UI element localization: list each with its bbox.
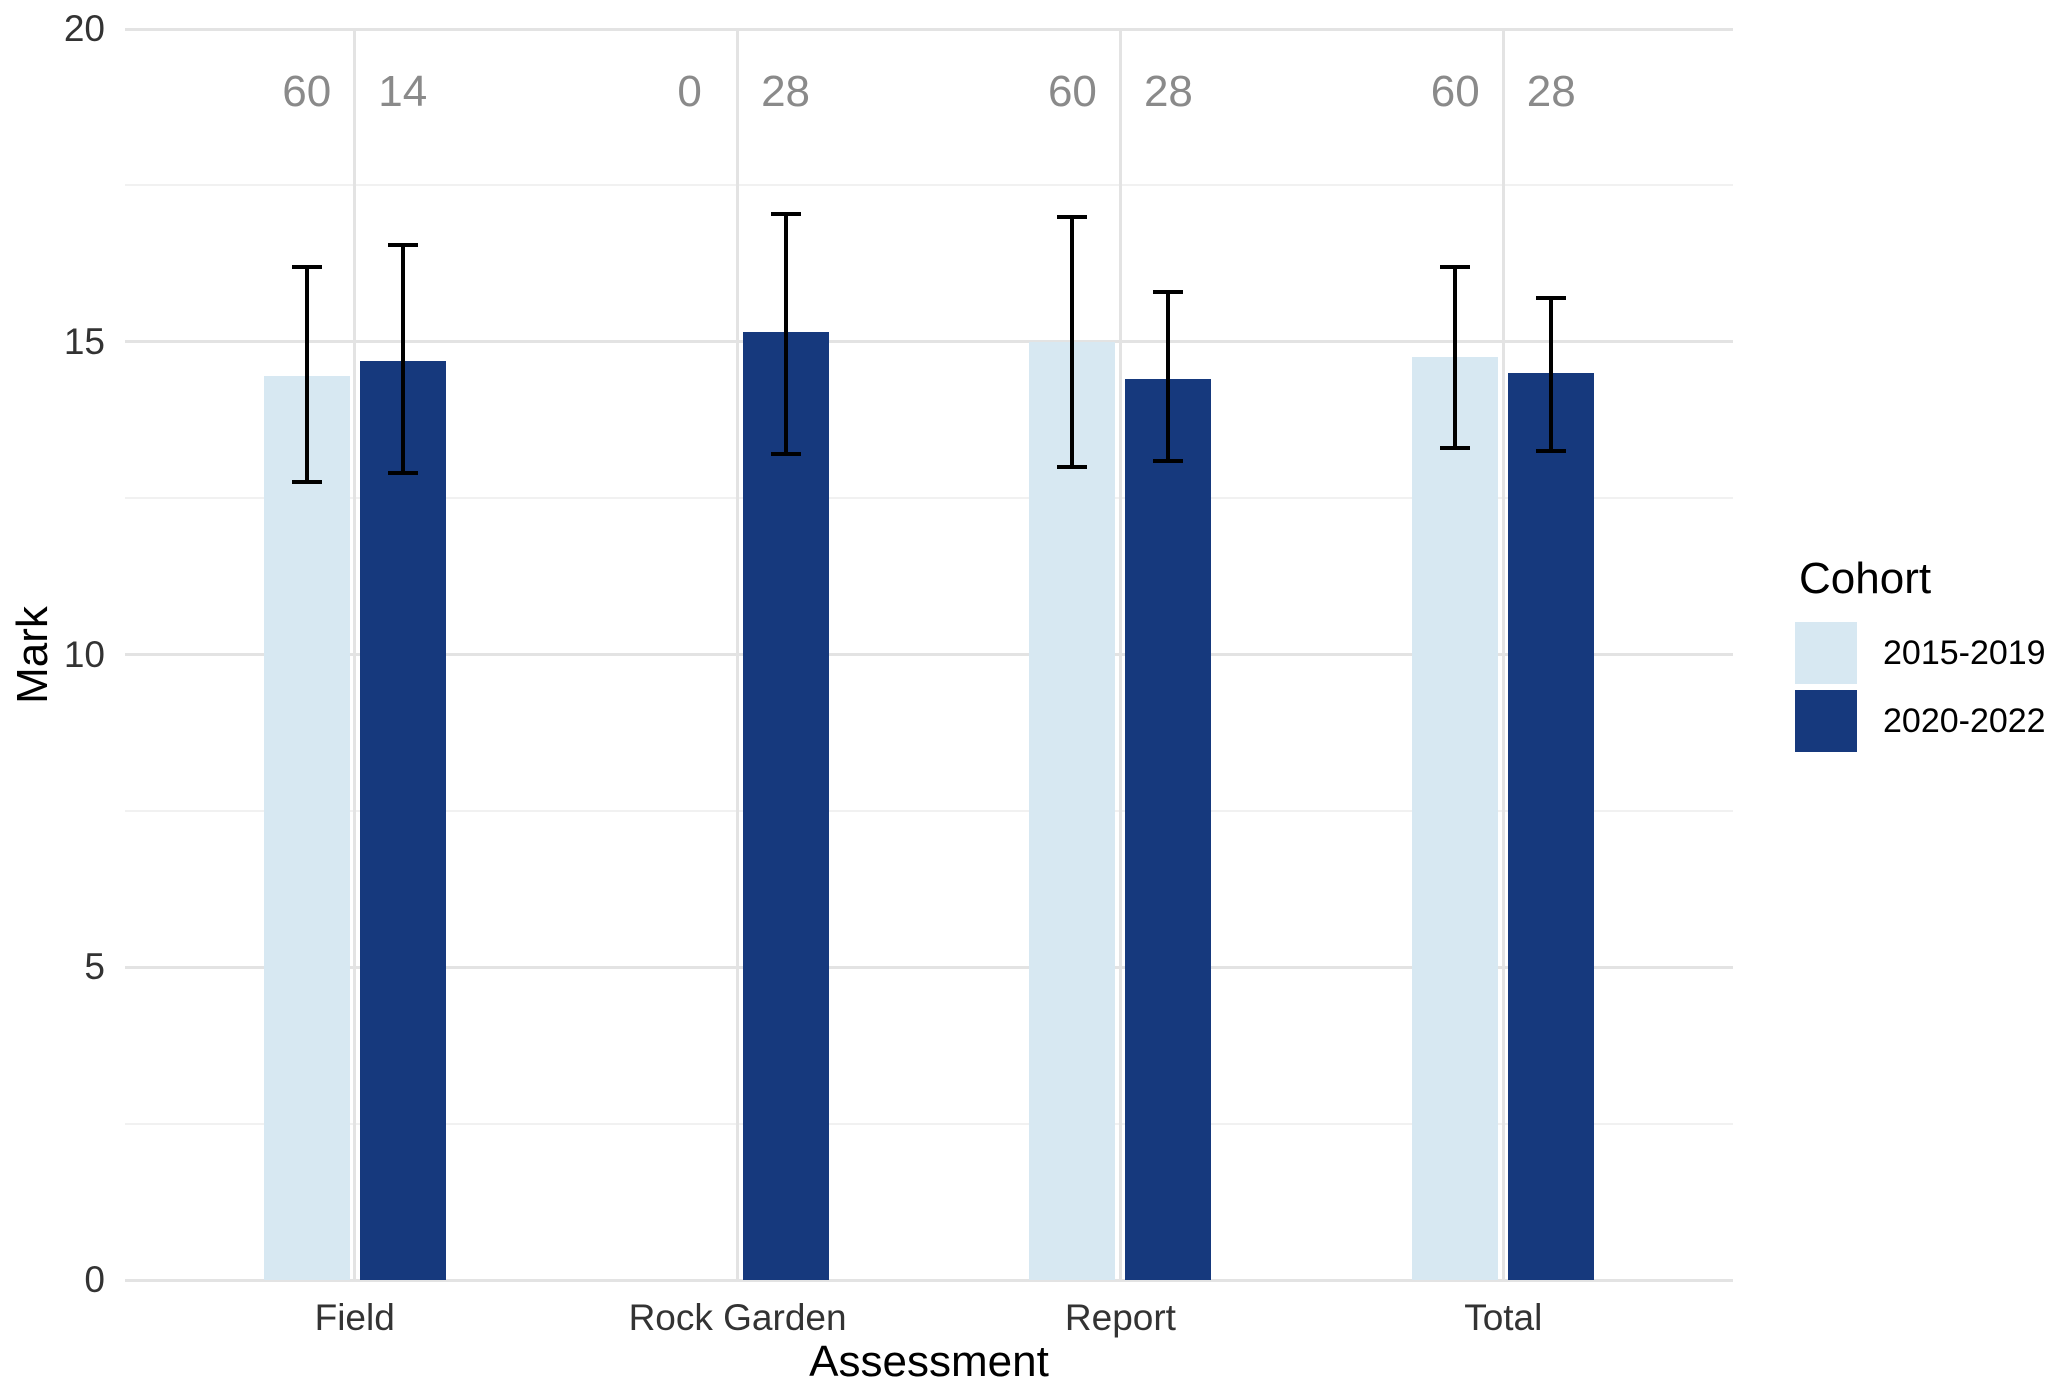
errorbar-cap-bottom-total-2020-2022 bbox=[1536, 449, 1567, 454]
gridline-y-minor-7.5 bbox=[125, 809, 1733, 812]
n-label-field-2020-2022: 14 bbox=[378, 66, 428, 116]
errorbar-cap-top-report-2015-2019 bbox=[1057, 214, 1088, 219]
bar-field-2020-2022 bbox=[359, 360, 446, 1280]
errorbar-cap-bottom-total-2015-2019 bbox=[1440, 446, 1471, 451]
errorbar-line-total-2015-2019 bbox=[1453, 266, 1458, 449]
errorbar-cap-bottom-rock-garden-2020-2022 bbox=[770, 452, 801, 457]
errorbar-line-rock-garden-2020-2022 bbox=[783, 213, 788, 455]
gridline-x-rock-garden bbox=[736, 29, 740, 1280]
errorbar-cap-bottom-field-2020-2022 bbox=[387, 471, 418, 476]
y-tick-label-5: 5 bbox=[84, 946, 105, 988]
errorbar-line-field-2020-2022 bbox=[400, 244, 405, 474]
legend-entry-2015-2019: 2015-2019 bbox=[1795, 622, 2046, 684]
gridline-y-minor-12.5 bbox=[125, 497, 1733, 500]
y-tick-label-10: 10 bbox=[63, 633, 105, 675]
y-tick-label-0: 0 bbox=[84, 1259, 105, 1300]
gridline-y-5 bbox=[125, 965, 1733, 969]
errorbar-line-total-2020-2022 bbox=[1549, 297, 1554, 452]
errorbar-cap-bottom-report-2020-2022 bbox=[1153, 458, 1184, 463]
errorbar-line-report-2020-2022 bbox=[1166, 291, 1171, 461]
x-tick-label-field: Field bbox=[314, 1297, 395, 1338]
legend-label-2015-2019: 2015-2019 bbox=[1883, 633, 2046, 672]
x-tick-label-rock-garden: Rock Garden bbox=[628, 1297, 847, 1338]
bar-report-2020-2022 bbox=[1125, 379, 1212, 1280]
n-label-rock-garden-2015-2019: 0 bbox=[677, 66, 702, 116]
legend-entry-2020-2022: 2020-2022 bbox=[1795, 690, 2046, 752]
legend-label-2020-2022: 2020-2022 bbox=[1883, 701, 2046, 740]
bar-total-2015-2019 bbox=[1412, 357, 1499, 1280]
errorbar-cap-bottom-field-2015-2019 bbox=[291, 480, 322, 485]
y-tick-label-20: 20 bbox=[63, 8, 105, 49]
gridline-y-0 bbox=[125, 1278, 1733, 1282]
gridline-y-minor-17.5 bbox=[125, 184, 1733, 187]
legend-swatch-2015-2019 bbox=[1795, 622, 1857, 684]
x-axis-title: Assessment bbox=[809, 1337, 1049, 1386]
gridline-x-total bbox=[1501, 29, 1505, 1280]
errorbar-cap-top-field-2020-2022 bbox=[387, 242, 418, 247]
x-tick-label-total: Total bbox=[1464, 1297, 1543, 1338]
errorbar-cap-top-report-2020-2022 bbox=[1153, 289, 1184, 294]
errorbar-cap-top-field-2015-2019 bbox=[291, 264, 322, 269]
y-tick-label-15: 15 bbox=[63, 320, 105, 362]
legend-swatch-2020-2022 bbox=[1795, 690, 1857, 752]
gridline-x-field bbox=[353, 29, 357, 1280]
n-label-report-2020-2022: 28 bbox=[1143, 66, 1193, 116]
gridline-y-minor-2.5 bbox=[125, 1122, 1733, 1125]
n-label-total-2015-2019: 60 bbox=[1430, 66, 1480, 116]
errorbar-line-field-2015-2019 bbox=[304, 266, 309, 483]
legend-title: Cohort bbox=[1799, 554, 1932, 603]
bar-rock-garden-2020-2022 bbox=[742, 332, 829, 1280]
bar-field-2015-2019 bbox=[263, 376, 350, 1280]
gridline-y-10 bbox=[125, 653, 1733, 656]
gridline-y-20 bbox=[125, 27, 1733, 31]
bar-report-2015-2019 bbox=[1029, 341, 1116, 1280]
bar-total-2020-2022 bbox=[1508, 373, 1595, 1280]
gridline-y-15 bbox=[125, 340, 1733, 344]
x-tick-label-report: Report bbox=[1064, 1297, 1176, 1338]
errorbar-cap-top-total-2020-2022 bbox=[1536, 295, 1567, 300]
n-label-rock-garden-2020-2022: 28 bbox=[761, 66, 811, 116]
errorbar-line-report-2015-2019 bbox=[1070, 216, 1075, 467]
legend: Cohort 2015-2019 2020-2022 bbox=[1795, 554, 2046, 758]
errorbar-cap-top-total-2015-2019 bbox=[1440, 264, 1471, 269]
n-label-field-2015-2019: 60 bbox=[282, 66, 332, 116]
n-label-report-2015-2019: 60 bbox=[1047, 66, 1097, 116]
errorbar-cap-bottom-report-2015-2019 bbox=[1057, 464, 1088, 469]
errorbar-cap-top-rock-garden-2020-2022 bbox=[770, 211, 801, 216]
gridline-x-report bbox=[1118, 29, 1122, 1280]
n-label-total-2020-2022: 28 bbox=[1526, 66, 1576, 116]
